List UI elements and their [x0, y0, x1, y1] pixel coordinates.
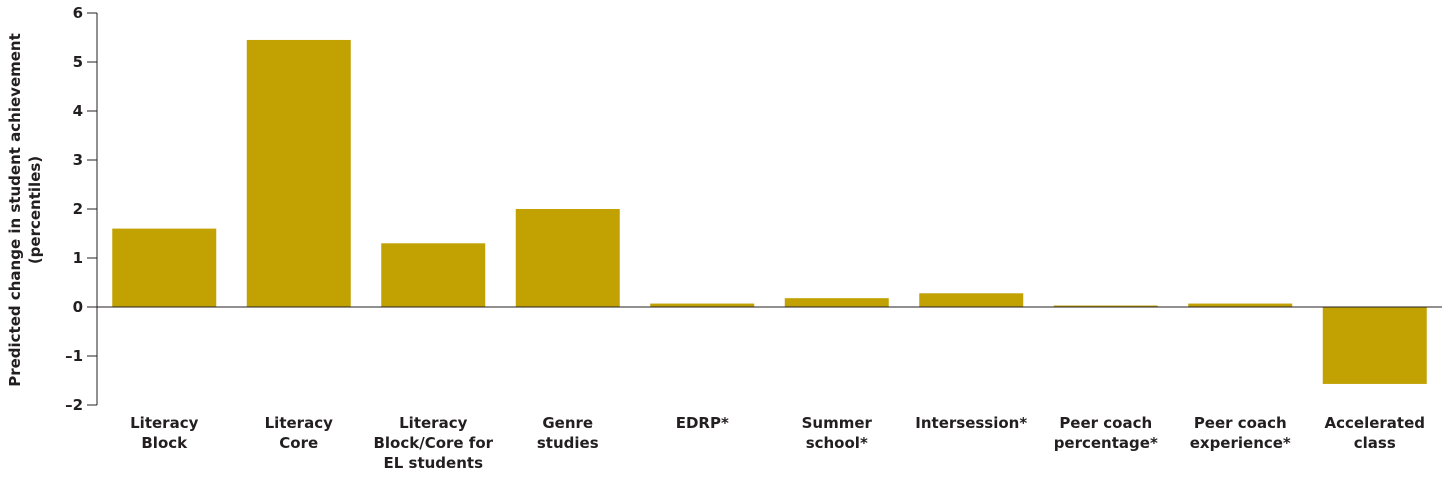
y-tick-label: –2 [65, 396, 83, 414]
bar [1322, 307, 1427, 384]
y-tick-label: –1 [65, 347, 83, 365]
x-tick-label: Literacy Block [130, 414, 199, 452]
y-tick-label: 1 [72, 249, 83, 267]
bar [515, 209, 620, 307]
x-tick-label: Peer coach experience* [1189, 414, 1291, 452]
x-tick-label: Peer coach percentage* [1053, 414, 1158, 452]
y-tick-label: 3 [72, 151, 83, 169]
y-tick-label: 2 [72, 200, 83, 218]
x-tick-label: EDRP* [675, 414, 729, 432]
bar [112, 228, 217, 307]
bar [784, 298, 889, 307]
x-tick-label: Genre studies [536, 414, 599, 452]
bar [650, 303, 755, 307]
x-tick-label: Intersession* [915, 414, 1028, 432]
x-tick-label: Literacy Core [264, 414, 333, 452]
x-tick-label: Accelerated class [1324, 414, 1425, 452]
bar [1053, 305, 1158, 307]
y-tick-label: 6 [72, 4, 83, 22]
x-tick-label: Summer school* [801, 414, 872, 452]
y-axis-label: Predicted change in student achievement … [6, 33, 44, 387]
bar [381, 243, 486, 307]
bar [919, 293, 1024, 307]
x-tick-label: Literacy Block/Core for EL students [373, 414, 494, 472]
bar [1188, 303, 1293, 307]
y-tick-label: 5 [72, 53, 83, 71]
bar [246, 39, 351, 307]
y-tick-label: 4 [72, 102, 83, 120]
y-tick-label: 0 [72, 298, 83, 316]
